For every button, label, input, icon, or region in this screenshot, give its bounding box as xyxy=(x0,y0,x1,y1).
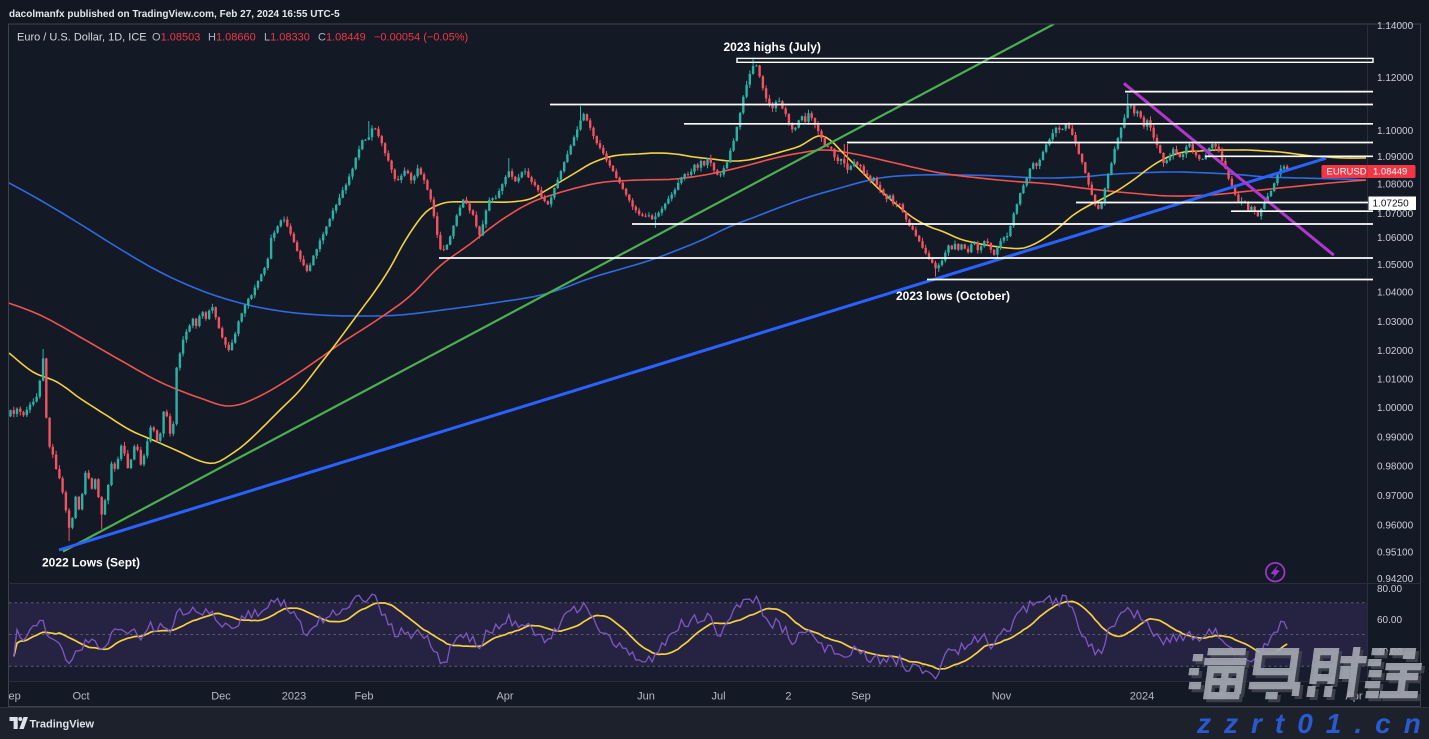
svg-text:TradingView: TradingView xyxy=(30,719,95,731)
svg-text:0.95100: 0.95100 xyxy=(1377,548,1414,559)
svg-text:2023: 2023 xyxy=(282,691,306,703)
svg-text:1.03000: 1.03000 xyxy=(1377,317,1414,328)
svg-text:0.97000: 0.97000 xyxy=(1377,491,1414,502)
svg-text:zzrt01.cn: zzrt01.cn xyxy=(1196,708,1429,739)
svg-text:EURUSD: EURUSD xyxy=(1327,167,1367,178)
svg-text:1.14000: 1.14000 xyxy=(1377,21,1414,32)
svg-text:1.07250: 1.07250 xyxy=(1373,199,1410,210)
svg-text:2023 highs (July): 2023 highs (July) xyxy=(724,40,821,54)
svg-text:2: 2 xyxy=(785,691,791,703)
svg-text:Dec: Dec xyxy=(211,691,231,703)
svg-text:1.12000: 1.12000 xyxy=(1377,73,1414,84)
svg-text:1.08449: 1.08449 xyxy=(1373,167,1407,178)
svg-text:1.07000: 1.07000 xyxy=(1377,209,1414,220)
svg-text:1.01000: 1.01000 xyxy=(1377,375,1414,386)
svg-text:−0.00054 (−0.05%): −0.00054 (−0.05%) xyxy=(374,32,468,44)
svg-text:Jun: Jun xyxy=(637,691,655,703)
svg-text:Nov: Nov xyxy=(992,691,1012,703)
svg-text:1.08000: 1.08000 xyxy=(1377,180,1414,191)
svg-text:0.96000: 0.96000 xyxy=(1377,521,1414,532)
svg-text:Oct: Oct xyxy=(72,691,89,703)
svg-text:1.06000: 1.06000 xyxy=(1377,233,1414,244)
svg-text:Sep: Sep xyxy=(851,691,871,703)
svg-text:L1.08330: L1.08330 xyxy=(264,32,310,44)
svg-text:2023 lows (October): 2023 lows (October) xyxy=(896,289,1010,303)
svg-text:60.00: 60.00 xyxy=(1377,615,1402,626)
svg-text:1.04000: 1.04000 xyxy=(1377,288,1414,299)
svg-text:2024: 2024 xyxy=(1130,691,1154,703)
svg-text:Euro / U.S. Dollar, 1D, ICE: Euro / U.S. Dollar, 1D, ICE xyxy=(17,32,147,44)
svg-text:1.05000: 1.05000 xyxy=(1377,260,1414,271)
svg-text:1.09000: 1.09000 xyxy=(1377,152,1414,163)
svg-text:H1.08660: H1.08660 xyxy=(208,32,256,44)
svg-text:0.94200: 0.94200 xyxy=(1377,574,1414,585)
svg-text:0.99000: 0.99000 xyxy=(1377,433,1414,444)
svg-text:1.00000: 1.00000 xyxy=(1377,403,1414,414)
svg-text:O1.08503: O1.08503 xyxy=(152,32,200,44)
svg-text:80.00: 80.00 xyxy=(1377,584,1402,595)
svg-text:Sep: Sep xyxy=(1,691,21,703)
svg-text:1.02000: 1.02000 xyxy=(1377,346,1414,357)
svg-text:dacolmanfx published on Tradin: dacolmanfx published on TradingView.com,… xyxy=(9,9,340,20)
svg-text:0.98000: 0.98000 xyxy=(1377,462,1414,473)
svg-text:Jul: Jul xyxy=(711,691,725,703)
svg-text:Apr: Apr xyxy=(496,691,513,703)
svg-text:C1.08449: C1.08449 xyxy=(318,32,366,44)
svg-text:Feb: Feb xyxy=(355,691,374,703)
svg-text:1.10000: 1.10000 xyxy=(1377,126,1414,137)
svg-text:2022 Lows (Sept): 2022 Lows (Sept) xyxy=(42,556,140,570)
